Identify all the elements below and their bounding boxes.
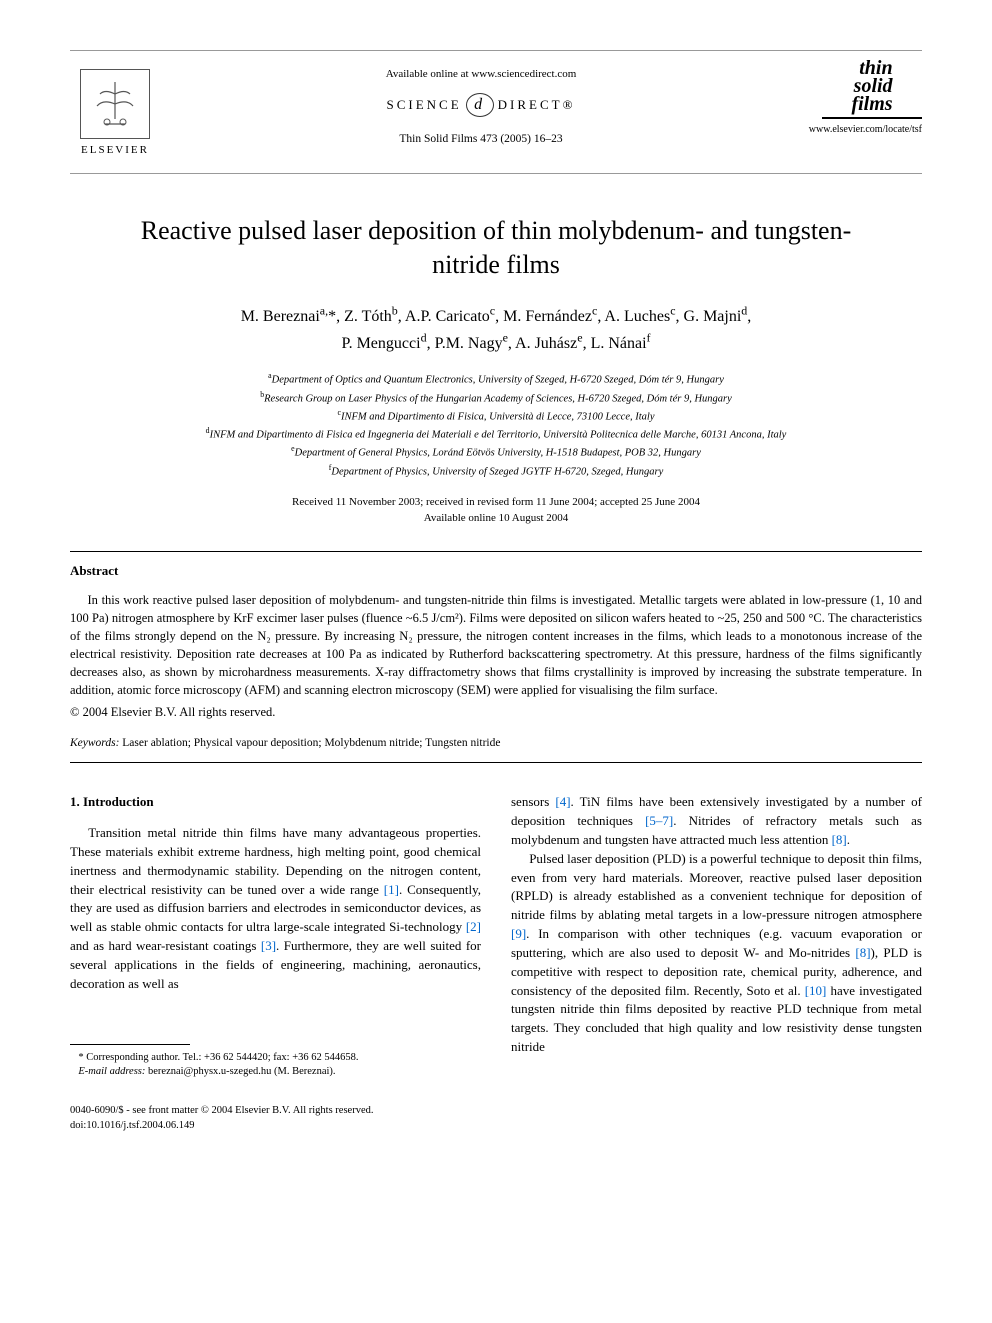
- affil-e: Department of General Physics, Loránd Eö…: [295, 448, 701, 459]
- ref-8-link[interactable]: [8]: [832, 832, 847, 847]
- available-online-text: Available online at www.sciencedirect.co…: [160, 67, 802, 83]
- keywords-text: Laser ablation; Physical vapour depositi…: [119, 737, 500, 749]
- abstract-heading: Abstract: [70, 562, 922, 581]
- intro-para-1: Transition metal nitride thin films have…: [70, 824, 481, 994]
- sd-left: SCIENCE: [387, 96, 462, 115]
- affil-d: INFM and Dipartimento di Fisica ed Ingeg…: [210, 430, 787, 441]
- elsevier-logo: ELSEVIER: [70, 59, 160, 159]
- email-footnote: E-mail address: bereznai@physx.u-szeged.…: [70, 1065, 481, 1080]
- ref-2-link[interactable]: [2]: [466, 919, 481, 934]
- ref-1-link[interactable]: [1]: [384, 882, 399, 897]
- authors-line-2: P. Menguccid, P.M. Nagye, A. Juhásze, L.…: [341, 335, 650, 352]
- ref-3-link[interactable]: [3]: [261, 938, 276, 953]
- affil-a: Department of Optics and Quantum Electro…: [272, 375, 724, 386]
- abstract-text: In this work reactive pulsed laser depos…: [70, 591, 922, 700]
- section-1-heading: 1. Introduction: [70, 793, 481, 812]
- email-address: bereznai@physx.u-szeged.hu (M. Bereznai)…: [145, 1066, 335, 1077]
- available-date: Available online 10 August 2004: [424, 512, 569, 524]
- intro-para-1-continued: sensors [4]. TiN films have been extensi…: [511, 793, 922, 850]
- body-columns: 1. Introduction Transition metal nitride…: [70, 793, 922, 1080]
- ref-9-link[interactable]: [9]: [511, 926, 526, 941]
- footer-line-2: doi:10.1016/j.tsf.2004.06.149: [70, 1120, 195, 1131]
- footer-line-1: 0040-6090/$ - see front matter © 2004 El…: [70, 1105, 373, 1116]
- sciencedirect-logo: SCIENCE d DIRECT®: [160, 93, 802, 117]
- elsevier-name: ELSEVIER: [81, 143, 149, 159]
- journal-header: ELSEVIER Available online at www.science…: [70, 50, 922, 174]
- journal-url: www.elsevier.com/locate/tsf: [802, 123, 922, 138]
- journal-logo-box: thin solid films www.elsevier.com/locate…: [802, 59, 922, 138]
- sd-right: DIRECT®: [498, 96, 576, 115]
- ref-5-7-link[interactable]: [5–7]: [645, 813, 673, 828]
- received-date: Received 11 November 2003; received in r…: [292, 496, 700, 508]
- article-title: Reactive pulsed laser deposition of thin…: [110, 214, 882, 282]
- journal-citation: Thin Solid Films 473 (2005) 16–23: [160, 131, 802, 148]
- affil-b: Research Group on Laser Physics of the H…: [264, 393, 732, 404]
- keywords-label: Keywords:: [70, 737, 119, 749]
- journal-logo-icon: thin solid films: [822, 59, 922, 119]
- article-dates: Received 11 November 2003; received in r…: [70, 494, 922, 527]
- affil-c: INFM and Dipartimento di Fisica, Univers…: [341, 411, 654, 422]
- corresponding-author-footnote: * Corresponding author. Tel.: +36 62 544…: [70, 1051, 481, 1066]
- elsevier-tree-icon: [80, 69, 150, 139]
- footer-info: 0040-6090/$ - see front matter © 2004 El…: [70, 1104, 922, 1133]
- abstract-copyright: © 2004 Elsevier B.V. All rights reserved…: [70, 703, 922, 721]
- right-column: sensors [4]. TiN films have been extensi…: [511, 793, 922, 1080]
- ref-8b-link[interactable]: [8]: [855, 945, 870, 960]
- center-header: Available online at www.sciencedirect.co…: [160, 59, 802, 148]
- keywords: Keywords: Laser ablation; Physical vapou…: [70, 735, 922, 752]
- left-column: 1. Introduction Transition metal nitride…: [70, 793, 481, 1080]
- footnote-separator: [70, 1044, 190, 1045]
- ref-4-link[interactable]: [4]: [555, 794, 570, 809]
- intro-para-2: Pulsed laser deposition (PLD) is a power…: [511, 850, 922, 1057]
- affiliations: aDepartment of Optics and Quantum Electr…: [70, 370, 922, 480]
- sd-swirl-icon: d: [466, 93, 494, 117]
- divider-top: [70, 551, 922, 552]
- email-label: E-mail address:: [78, 1066, 145, 1077]
- author-list: M. Bereznaia,*, Z. Tóthb, A.P. Caricatoc…: [70, 302, 922, 357]
- affil-f: Department of Physics, University of Sze…: [331, 466, 663, 477]
- ref-10-link[interactable]: [10]: [805, 983, 827, 998]
- divider-bottom: [70, 762, 922, 763]
- authors-line-1: M. Bereznaia,*, Z. Tóthb, A.P. Caricatoc…: [241, 308, 752, 325]
